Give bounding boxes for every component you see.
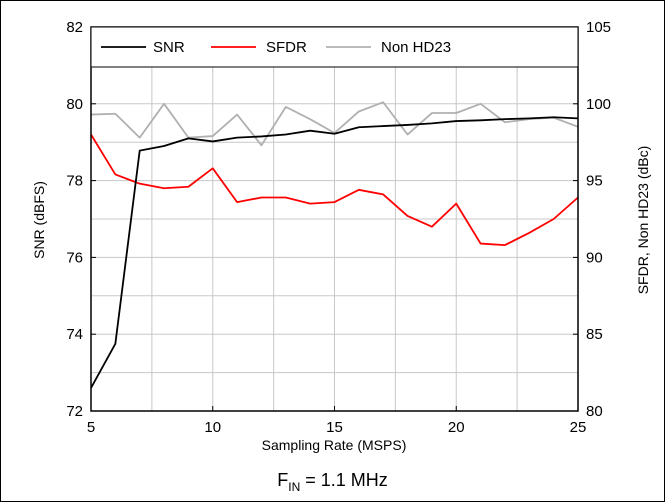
x-tick-label: 10 [204,419,221,436]
y-left-tick-label: 80 [66,96,83,113]
y-left-tick-label: 78 [66,173,83,190]
series-layer [90,101,579,389]
y-right-tick-label: 100 [586,96,611,113]
y-axis-label-left: SNR (dBFS) [31,181,47,259]
y-left-tick-label: 76 [66,249,83,266]
line-chart: 5 10 15 20 25 72 74 76 78 80 82 80 85 90 95 100 105 SNR … [31,19,651,453]
y-left-tick-label: 82 [66,19,83,36]
x-axis-label: Sampling Rate (MSPS) [262,437,407,453]
caption-sub: IN [288,480,301,494]
x-tick-label: 25 [570,419,587,436]
series-line-snr [90,116,579,389]
y-left-tick-label: 72 [66,403,83,420]
y-axis-label-right: SFDR, Non HD23 (dBc) [635,146,651,295]
y-right-tick-label: 90 [586,249,603,266]
x-tick-label: 20 [448,419,465,436]
y-right-tick-label: 95 [586,173,603,190]
x-tick-label: 5 [87,419,95,436]
caption: FIN = 1.1 MHz [0,470,665,494]
y-right-tick-label: 80 [586,403,603,420]
caption-rest: = 1.1 MHz [300,470,388,490]
y-left-tick-label: 74 [66,326,83,343]
grid [91,27,578,411]
legend-label-snr: SNR [153,39,185,56]
y-right-tick-label: 105 [586,19,611,36]
legend-label-nonhd23: Non HD23 [381,39,451,56]
legend-label-sfdr: SFDR [266,39,307,56]
y-right-tick-label: 85 [586,326,603,343]
x-tick-label: 15 [326,419,343,436]
series-line-sfdr [90,134,579,247]
ticks: 5 10 15 20 25 72 74 76 78 80 82 80 85 90 95 100 105 [66,19,611,436]
legend: SNR SFDR Non HD23 [90,26,579,68]
caption-main: F [277,470,289,490]
